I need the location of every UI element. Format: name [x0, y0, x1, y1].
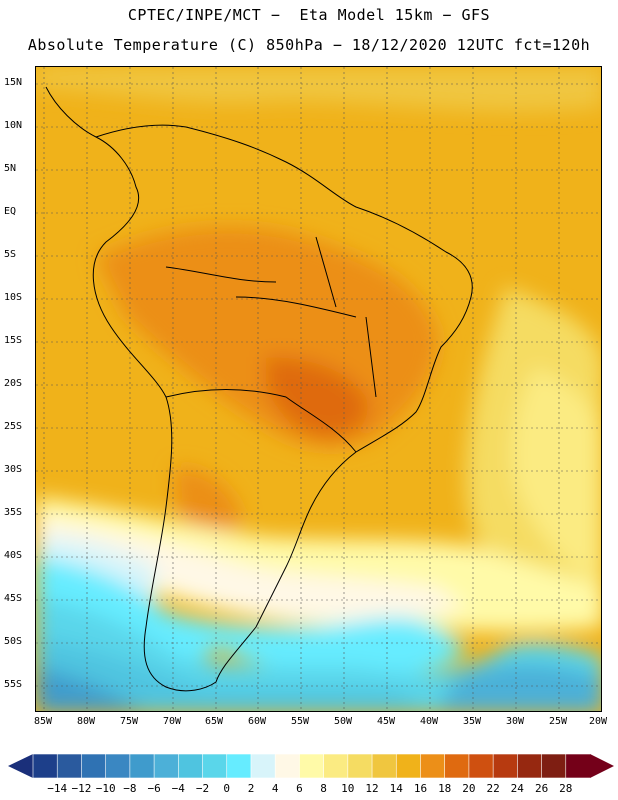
- colorbar-label: 22: [486, 782, 500, 795]
- colorbar-cell: [323, 753, 349, 779]
- lon-label-55w: 55W: [290, 716, 310, 727]
- colorbar-cell: [299, 753, 325, 779]
- colorbar-label: 16: [413, 782, 428, 795]
- colorbar-label: 12: [365, 782, 379, 795]
- lat-label-5s: 5S: [4, 249, 17, 260]
- colorbar-label: −4: [171, 782, 185, 795]
- map-svg: [36, 67, 601, 711]
- temperature-field: [36, 67, 601, 711]
- colorbar-label: 14: [389, 782, 403, 795]
- title-line-1: CPTEC/INPE/MCT − Eta Model 15km − GFS: [127, 6, 491, 24]
- lat-label-30s: 30S: [4, 464, 23, 475]
- colorbar-label: −10: [95, 782, 116, 795]
- lon-label-60w: 60W: [247, 716, 267, 727]
- colorbar-cell: [395, 753, 422, 779]
- lon-label-70w: 70W: [162, 716, 182, 727]
- colorbar-cell: [202, 753, 228, 779]
- colorbar-cell: [226, 753, 252, 779]
- lat-label-45s: 45S: [4, 593, 23, 604]
- colorbar-cell: [565, 753, 591, 779]
- colorbar-cell: [81, 753, 107, 779]
- colorbar-cell: [105, 753, 131, 779]
- colorbar-cells: [32, 753, 591, 779]
- colorbar-label: 6: [296, 782, 303, 795]
- lat-label-eq: EQ: [4, 206, 17, 217]
- colorbar-cell: [517, 753, 543, 779]
- lat-label-5n: 5N: [4, 163, 17, 174]
- colorbar-label: 24: [510, 782, 524, 795]
- lon-label-20w: 20W: [588, 716, 608, 727]
- colorbar-label: −14: [47, 782, 68, 795]
- lon-label-25w: 25W: [548, 716, 568, 727]
- lon-label-50w: 50W: [333, 716, 353, 727]
- coastline: [45, 86, 473, 692]
- lon-label-45w: 45W: [376, 716, 396, 727]
- colorbar-cell: [468, 753, 494, 779]
- lat-label-15s: 15S: [4, 335, 23, 346]
- colorbar: [8, 753, 614, 779]
- lat-label-15n: 15N: [4, 77, 23, 88]
- lat-label-55s: 55S: [4, 679, 23, 690]
- lon-label-65w: 65W: [204, 716, 224, 727]
- lat-label-25s: 25S: [4, 421, 23, 432]
- colorbar-label: −8: [123, 782, 137, 795]
- colorbar-cell: [444, 753, 470, 779]
- lat-label-40s: 40S: [4, 550, 23, 561]
- lon-label-85w: 85W: [33, 716, 53, 727]
- colorbar-cell: [32, 753, 58, 779]
- lon-label-75w: 75W: [119, 716, 139, 727]
- lon-label-35w: 35W: [462, 716, 482, 727]
- colorbar-cell: [492, 753, 518, 779]
- colorbar-cell: [420, 753, 446, 779]
- colorbar-cell: [541, 753, 567, 779]
- lat-label-35s: 35S: [4, 507, 23, 518]
- lat-label-10n: 10N: [4, 120, 23, 131]
- colorbar-left-arrow: [8, 754, 33, 778]
- colorbar-label: 8: [320, 782, 327, 795]
- colorbar-label: 18: [438, 782, 452, 795]
- lon-label-40w: 40W: [419, 716, 439, 727]
- colorbar-label: 10: [341, 782, 355, 795]
- colorbar-label: −2: [195, 782, 210, 795]
- colorbar-label: 26: [534, 782, 549, 795]
- colorbar-label: 2: [247, 782, 255, 795]
- colorbar-label: 0: [223, 782, 230, 795]
- colorbar-cell: [56, 753, 83, 779]
- colorbar-cell: [129, 753, 155, 779]
- colorbar-label: −6: [147, 782, 161, 795]
- colorbar-cell: [178, 753, 204, 779]
- colorbar-cell: [371, 753, 397, 779]
- colorbar-cell: [250, 753, 276, 779]
- colorbar-label: 20: [462, 782, 476, 795]
- colorbar-cell: [274, 753, 300, 779]
- colorbar-cell: [153, 753, 179, 779]
- temperature-map: [35, 66, 602, 712]
- colorbar-label: −12: [71, 782, 92, 795]
- colorbar-label: 28: [559, 782, 573, 795]
- lat-label-10s: 10S: [4, 292, 23, 303]
- lon-label-30w: 30W: [505, 716, 525, 727]
- lat-label-50s: 50S: [4, 636, 23, 647]
- lat-label-20s: 20S: [4, 378, 23, 389]
- title-line-2: Absolute Temperature (C) 850hPa − 18/12/…: [27, 36, 591, 54]
- colorbar-right-arrow: [590, 754, 614, 778]
- lon-label-80w: 80W: [76, 716, 96, 727]
- colorbar-cell: [347, 753, 373, 779]
- colorbar-label: 4: [271, 782, 279, 795]
